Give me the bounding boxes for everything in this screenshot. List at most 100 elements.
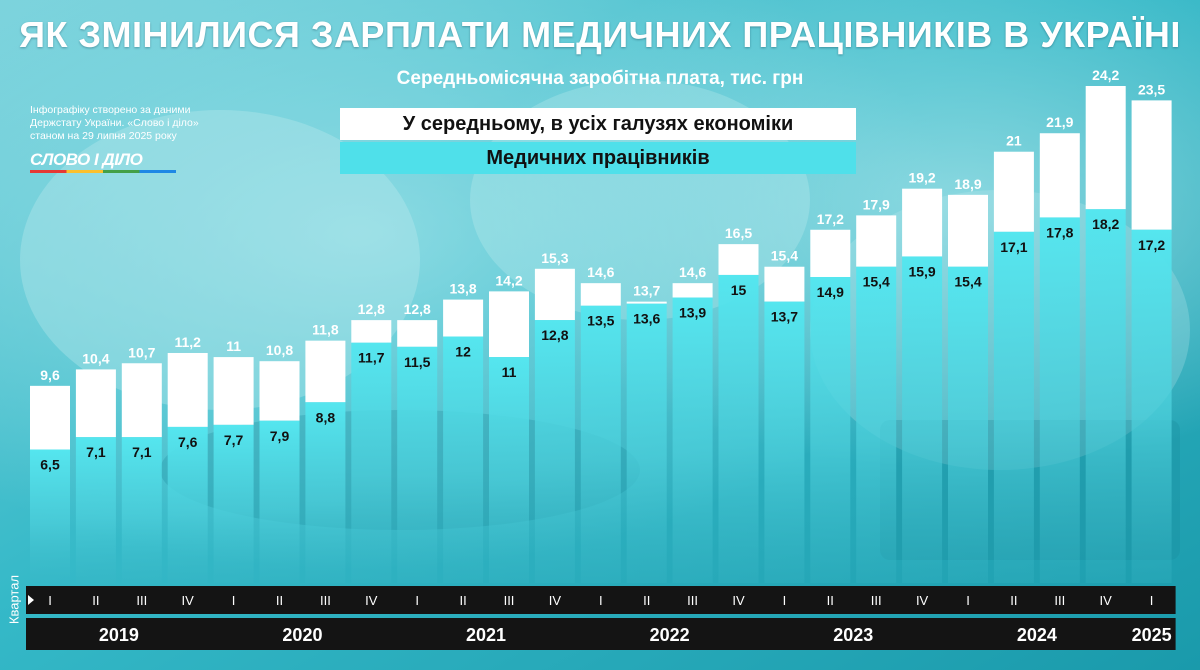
chart-subtitle: Середньомісячна заробітна плата, тис. гр… bbox=[396, 68, 804, 89]
year-block bbox=[1127, 618, 1176, 650]
bar-average bbox=[121, 363, 162, 438]
bar-average bbox=[397, 320, 438, 347]
value-label-medical: 12 bbox=[455, 344, 471, 360]
value-label-medical: 15,9 bbox=[908, 263, 935, 279]
bar-medical bbox=[856, 266, 897, 583]
quarter-strip bbox=[26, 586, 1176, 614]
value-label-average: 14,2 bbox=[495, 272, 522, 288]
value-label-medical: 14,9 bbox=[817, 284, 844, 300]
bar-medical bbox=[213, 424, 254, 583]
quarter-tick-label: III bbox=[1054, 593, 1065, 608]
value-label-average: 16,5 bbox=[725, 225, 752, 241]
value-label-medical: 11,7 bbox=[358, 350, 385, 366]
bar-medical bbox=[764, 301, 805, 583]
bar-average bbox=[305, 340, 346, 403]
value-label-average: 15,4 bbox=[771, 248, 798, 264]
value-label-average: 14,6 bbox=[679, 264, 706, 280]
quarter-tick-label: I bbox=[232, 593, 236, 608]
value-label-average: 17,2 bbox=[817, 211, 844, 227]
value-label-medical: 7,1 bbox=[86, 444, 106, 460]
quarter-tick-label: III bbox=[871, 593, 882, 608]
value-label-medical: 7,1 bbox=[132, 444, 152, 460]
bar-average bbox=[213, 357, 254, 425]
bar-average bbox=[259, 361, 300, 421]
bar-medical bbox=[489, 357, 529, 583]
bar-average bbox=[810, 229, 851, 277]
bar-average bbox=[948, 194, 988, 267]
quarter-tick-label: I bbox=[966, 593, 970, 608]
year-block bbox=[760, 618, 947, 650]
value-label-medical: 15 bbox=[731, 282, 747, 298]
value-label-average: 18,9 bbox=[954, 176, 981, 192]
quarter-tick-label: IV bbox=[365, 593, 378, 608]
value-label-medical: 8,8 bbox=[316, 409, 336, 425]
bar-medical bbox=[1131, 229, 1172, 584]
year-block bbox=[944, 618, 1130, 650]
value-label-medical: 6,5 bbox=[40, 457, 60, 473]
value-label-average: 24,2 bbox=[1092, 67, 1119, 83]
value-label-average: 13,7 bbox=[633, 283, 660, 299]
value-label-medical: 7,7 bbox=[224, 432, 244, 448]
quarter-tick-label: II bbox=[92, 593, 99, 608]
bar-medical bbox=[259, 420, 300, 583]
bar-medical bbox=[718, 274, 759, 583]
quarter-tick-label: I bbox=[48, 593, 52, 608]
value-label-medical: 11,5 bbox=[404, 354, 431, 370]
bar-average bbox=[30, 385, 70, 450]
value-label-average: 11 bbox=[226, 338, 241, 354]
bar-average bbox=[489, 291, 529, 358]
value-label-average: 11,2 bbox=[174, 334, 201, 350]
value-label-average: 12,8 bbox=[404, 301, 431, 317]
legend-medical: Медичних працівників bbox=[340, 142, 856, 174]
value-label-medical: 7,6 bbox=[178, 434, 198, 450]
quarter-tick-label: III bbox=[687, 593, 698, 608]
quarter-tick-label: I bbox=[783, 593, 787, 608]
bar-average bbox=[1039, 133, 1080, 218]
year-block bbox=[209, 618, 396, 650]
quarter-tick-label: II bbox=[276, 593, 283, 608]
bar-average bbox=[1131, 100, 1172, 230]
value-label-medical: 17,2 bbox=[1138, 237, 1165, 253]
quarter-tick-label: III bbox=[136, 593, 147, 608]
bar-average bbox=[902, 188, 943, 257]
quarter-tick-label: II bbox=[643, 593, 650, 608]
bar-medical bbox=[397, 346, 438, 583]
bar-average bbox=[580, 283, 621, 306]
value-label-average: 10,7 bbox=[128, 344, 155, 360]
bar-average bbox=[718, 244, 759, 275]
bar-medical bbox=[1039, 217, 1080, 583]
bar-medical bbox=[351, 342, 392, 583]
year-label: 2021 bbox=[466, 625, 506, 645]
bar-average bbox=[75, 369, 116, 438]
value-label-medical: 7,9 bbox=[270, 428, 290, 444]
bar-medical bbox=[121, 437, 162, 583]
bar-medical bbox=[443, 336, 484, 583]
x-axis-label: Квартал bbox=[4, 572, 24, 632]
value-label-medical: 11 bbox=[502, 364, 517, 380]
value-label-medical: 15,4 bbox=[954, 274, 981, 290]
bar-medical bbox=[1085, 209, 1126, 583]
value-label-medical: 13,9 bbox=[679, 305, 706, 321]
quarter-tick-label: II bbox=[827, 593, 834, 608]
quarter-tick-label: II bbox=[459, 593, 466, 608]
bar-medical bbox=[626, 303, 667, 583]
value-label-average: 19,2 bbox=[908, 170, 935, 186]
quarter-tick-label: I bbox=[415, 593, 419, 608]
value-label-medical: 17,1 bbox=[1000, 239, 1027, 255]
bar-medical bbox=[534, 320, 575, 583]
value-label-average: 21 bbox=[1006, 133, 1022, 149]
bar-average bbox=[167, 352, 208, 427]
source-note: Інфографіку створено за даними Держстату… bbox=[30, 104, 199, 142]
value-label-average: 11,8 bbox=[312, 322, 339, 338]
bar-average bbox=[764, 266, 805, 302]
bar-average bbox=[443, 299, 484, 337]
value-label-medical: 13,7 bbox=[771, 309, 798, 325]
bar-medical bbox=[672, 297, 713, 583]
page-title: ЯК ЗМІНИЛИСЯ ЗАРПЛАТИ МЕДИЧНИХ ПРАЦІВНИК… bbox=[19, 14, 1181, 55]
bar-medical bbox=[30, 449, 70, 583]
bar-medical bbox=[580, 305, 621, 583]
value-label-average: 13,8 bbox=[449, 281, 476, 297]
value-label-medical: 13,5 bbox=[587, 313, 614, 329]
quarter-tick-label: IV bbox=[182, 593, 195, 608]
